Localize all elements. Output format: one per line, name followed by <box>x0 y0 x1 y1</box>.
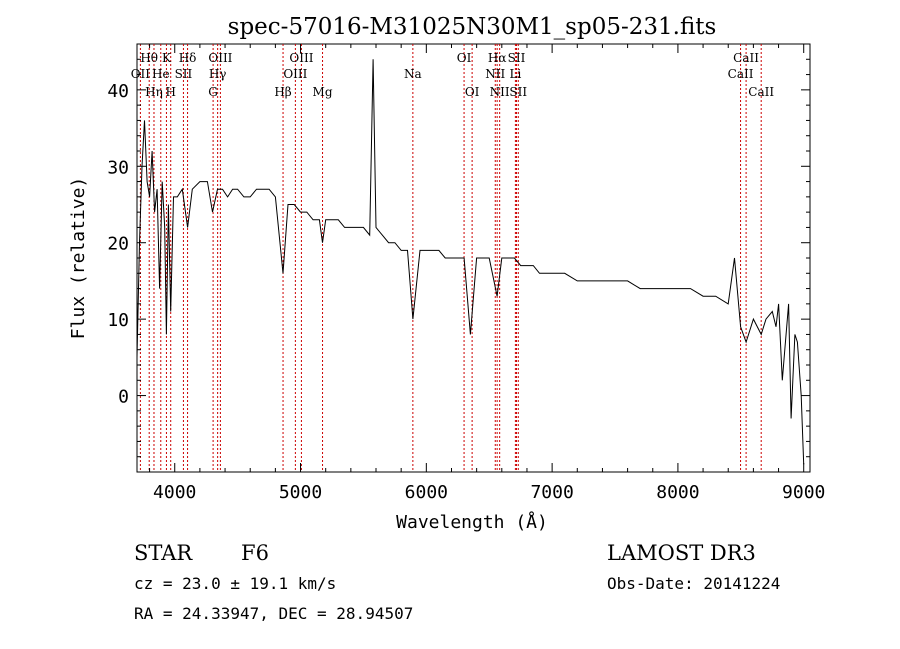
spectral-line-label: CaII <box>733 51 759 65</box>
spectral-line-label: OIII <box>289 51 313 65</box>
object-class: STAR <box>134 541 193 565</box>
y-tick-label: 40 <box>107 81 129 102</box>
spectral-line-label: OIII <box>283 67 307 81</box>
x-tick-label: 6000 <box>405 482 448 503</box>
spectral-line-label: NII <box>485 67 505 81</box>
spectral-line-label: Na <box>404 67 422 81</box>
coordinates-text: RA = 24.33947, DEC = 28.94507 <box>134 604 413 623</box>
x-tick-label: 5000 <box>279 482 322 503</box>
spectral-line-label: OI <box>457 51 472 65</box>
spectral-line-label: CaII <box>748 85 774 99</box>
spectral-line-label: CaII <box>728 67 754 81</box>
x-axis: 4000 5000 6000 7000 8000 9000 <box>149 44 825 503</box>
spectrum-line <box>136 59 805 465</box>
spectral-line-label: He <box>152 67 170 81</box>
y-axis: 0 10 20 30 40 <box>107 43 810 458</box>
spectral-line-label: G <box>208 85 218 99</box>
spectral-line-label: H <box>165 85 175 99</box>
spectral-line-label: Hδ <box>179 51 197 65</box>
plot-frame <box>136 43 811 473</box>
spectral-line-label: Li <box>509 67 521 81</box>
y-tick-label: 10 <box>107 310 129 331</box>
y-axis-label: Flux (relative) <box>68 177 89 340</box>
x-tick-label: 9000 <box>782 482 825 503</box>
spectral-line-label: Hγ <box>209 67 227 81</box>
spectral-line-label: OIII <box>208 51 232 65</box>
y-tick-label: 0 <box>118 387 129 408</box>
spectral-line-label: Hα <box>488 51 507 65</box>
x-tick-label: 7000 <box>530 482 573 503</box>
plot-area: Hθ OII Hη K He H Hδ SII OIII Hγ G Hβ OIII OIII Mg Na OI O… <box>107 43 825 503</box>
x-tick-label: 8000 <box>656 482 699 503</box>
spectral-line-labels: Hθ OII Hη K He H Hδ SII OIII Hγ G Hβ OIII OIII Mg Na OI O… <box>131 51 775 99</box>
survey-name: LAMOST DR3 <box>607 541 756 565</box>
spectral-line-label: SII <box>508 51 526 65</box>
spectral-line-label: SII <box>509 85 527 99</box>
spectral-line-label: SII <box>175 67 193 81</box>
object-subclass: F6 <box>241 541 269 565</box>
redshift-text: cz = 23.0 ± 19.1 km/s <box>134 574 336 593</box>
spectral-line-label: OI <box>465 85 480 99</box>
y-tick-label: 20 <box>107 234 129 255</box>
x-tick-label: 4000 <box>153 482 196 503</box>
spectral-line-label: Hθ <box>140 51 158 65</box>
spectral-line-label: Mg <box>313 85 333 99</box>
observation-date: Obs-Date: 20141224 <box>607 574 780 593</box>
spectral-line-label: NII <box>490 85 510 99</box>
y-tick-label: 30 <box>107 157 129 178</box>
chart-title: spec-57016-M31025N30M1_sp05-231.fits <box>228 14 717 40</box>
x-axis-label: Wavelength (Å) <box>396 511 548 533</box>
spectral-line-markers <box>139 44 762 472</box>
spectral-line-label: K <box>162 51 172 65</box>
spectral-line-label: Hη <box>145 85 163 99</box>
spectral-line-label: Hβ <box>274 85 291 99</box>
spectral-line-label: OII <box>131 67 151 81</box>
